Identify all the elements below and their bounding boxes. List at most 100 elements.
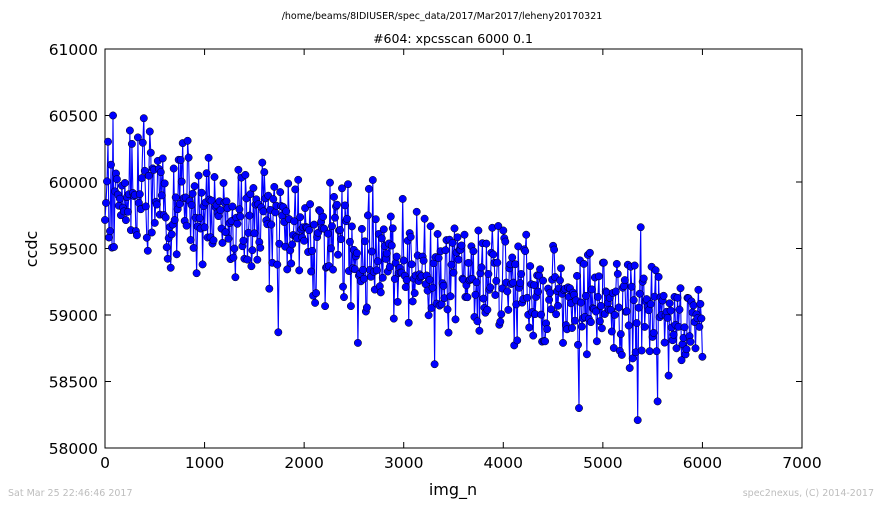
- x-tick-label: 3000: [384, 454, 423, 472]
- data-point: [698, 352, 707, 361]
- data-point: [271, 208, 280, 217]
- data-point: [334, 250, 342, 259]
- data-point: [617, 350, 626, 359]
- data-point: [659, 291, 668, 300]
- chart-title: #604: xpcsscan 6000 0.1: [373, 31, 533, 46]
- data-point: [294, 175, 303, 184]
- data-point: [387, 241, 396, 250]
- data-point: [233, 219, 242, 228]
- data-point: [269, 195, 278, 204]
- data-point: [284, 179, 293, 188]
- data-point: [170, 216, 179, 224]
- data-point: [345, 237, 354, 246]
- data-point: [347, 222, 356, 231]
- data-point: [412, 207, 421, 216]
- data-point: [543, 325, 552, 334]
- data-point: [697, 314, 706, 323]
- data-point: [529, 331, 538, 340]
- data-point: [364, 184, 373, 193]
- data-point: [340, 293, 348, 302]
- data-point: [103, 177, 111, 186]
- data-point: [577, 298, 585, 307]
- x-tick-label: 6000: [683, 454, 722, 472]
- data-point: [526, 262, 535, 271]
- data-point: [331, 213, 339, 222]
- data-point: [372, 266, 381, 275]
- y-tick-label: 58000: [49, 440, 98, 458]
- chart-suptitle: /home/beams/8IDIUSER/spec_data/2017/Mar2…: [282, 11, 603, 22]
- data-point: [283, 265, 292, 274]
- x-tick-label: 1000: [185, 454, 224, 472]
- data-point: [475, 326, 484, 335]
- data-point: [457, 241, 466, 250]
- data-point: [407, 260, 416, 269]
- data-point: [632, 319, 641, 328]
- data-point: [137, 174, 146, 183]
- data-point: [653, 397, 662, 406]
- data-point: [537, 310, 546, 319]
- data-point: [645, 347, 654, 356]
- data-point: [439, 281, 448, 290]
- data-point: [593, 292, 602, 301]
- data-point: [665, 299, 674, 308]
- data-point: [311, 298, 320, 307]
- data-point: [198, 260, 207, 269]
- data-point: [282, 207, 291, 216]
- data-point: [552, 310, 561, 319]
- data-point: [156, 168, 165, 177]
- data-point: [635, 289, 644, 298]
- data-point: [443, 305, 452, 314]
- data-point: [158, 154, 167, 163]
- data-point: [265, 284, 274, 293]
- data-point: [579, 259, 588, 268]
- data-point: [163, 254, 172, 263]
- x-tick-label: 4000: [484, 454, 523, 472]
- data-point: [585, 248, 594, 257]
- data-point: [663, 313, 672, 322]
- data-point: [424, 311, 433, 320]
- data-point: [408, 297, 417, 306]
- data-point: [121, 216, 130, 225]
- data-point: [694, 285, 703, 294]
- data-point: [202, 169, 211, 178]
- data-point: [338, 184, 346, 193]
- data-point: [106, 227, 114, 236]
- data-point: [582, 350, 591, 359]
- data-point: [187, 201, 196, 209]
- data-point: [142, 233, 151, 242]
- data-point: [135, 190, 144, 199]
- data-point: [388, 224, 397, 233]
- data-point: [513, 336, 522, 345]
- data-point: [446, 292, 455, 301]
- data-point: [133, 133, 142, 142]
- data-point: [330, 192, 338, 201]
- data-point: [312, 289, 321, 298]
- data-point: [633, 416, 642, 425]
- data-point: [675, 305, 684, 314]
- data-point: [207, 196, 216, 205]
- data-point: [654, 272, 663, 281]
- data-point: [141, 202, 150, 211]
- data-point: [434, 254, 443, 262]
- data-point: [611, 287, 620, 296]
- data-point: [144, 171, 153, 180]
- data-point: [595, 317, 604, 326]
- data-point: [125, 126, 134, 135]
- data-point: [607, 327, 616, 336]
- data-point: [328, 222, 336, 231]
- data-point: [210, 173, 219, 181]
- data-point: [554, 301, 562, 310]
- data-point: [451, 315, 460, 324]
- data-point: [166, 263, 175, 272]
- data-point: [581, 291, 590, 300]
- data-point: [450, 224, 459, 233]
- data-point: [652, 347, 661, 356]
- data-point: [102, 198, 110, 207]
- data-point: [189, 243, 198, 252]
- data-point: [592, 337, 601, 346]
- data-point: [472, 278, 481, 287]
- data-point: [346, 302, 355, 311]
- data-point: [353, 338, 362, 347]
- data-point: [160, 179, 169, 188]
- data-point: [428, 283, 437, 292]
